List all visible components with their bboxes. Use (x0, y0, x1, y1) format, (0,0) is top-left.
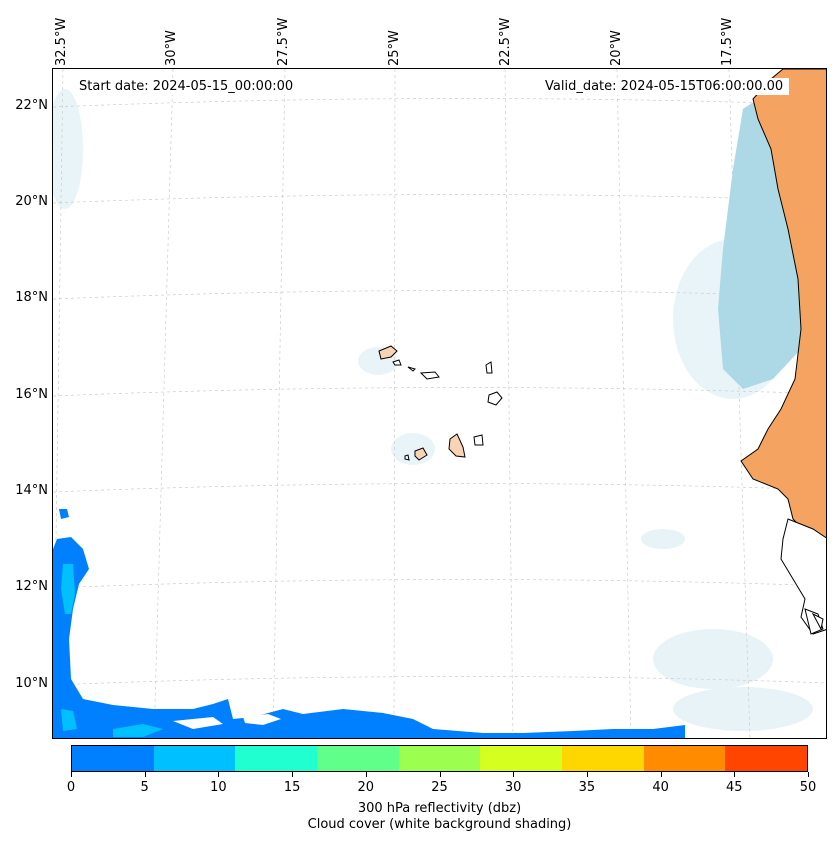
lon-label-32-5w: 32.5°W (54, 17, 69, 66)
lon-label-22-5w: 22.5°W (498, 17, 513, 66)
lat-label-20n: 20°N (15, 194, 48, 209)
lat-label-12n: 12°N (15, 579, 48, 594)
colorbar-tick-label-0: 0 (66, 780, 76, 795)
colorbar-tick-label-4: 20 (357, 780, 375, 795)
bijagos-islands (804, 608, 824, 635)
colorbar-tick-label-5: 25 (431, 780, 448, 795)
africa-coast-white (780, 518, 826, 635)
colorbar-tick-10 (808, 772, 809, 777)
lon-label-17-5w: 17.5°W (720, 17, 735, 66)
colorbar-segment-2 (235, 746, 318, 771)
cloud-cover-shading (53, 89, 813, 731)
map-canvas (53, 69, 826, 738)
lat-label-22n: 22°N (15, 98, 48, 113)
colorbar-tick-label-1: 5 (140, 780, 149, 795)
colorbar-segment-6 (562, 746, 644, 771)
cape-verde-islands (378, 345, 503, 461)
colorbar-segment-5 (480, 746, 563, 771)
lon-label-20w: 20°W (609, 30, 624, 66)
colorbar-label-line1: 300 hPa reflectivity (dbz) (357, 801, 522, 816)
reflectivity-field (53, 509, 685, 738)
colorbar-tick-label-8: 40 (652, 780, 669, 795)
colorbar-label: 300 hPa reflectivity (dbz) Cloud cover (… (71, 801, 808, 833)
colorbar-label-line2: Cloud cover (white background shading) (307, 817, 572, 832)
colorbar-tick-9 (734, 772, 736, 777)
start-date-annotation: Start date: 2024-05-15_00:00:00 (73, 78, 300, 95)
colorbar-tick-label-2: 10 (210, 780, 227, 795)
colorbar-tick-label-10: 50 (799, 780, 817, 795)
lat-label-18n: 18°N (15, 290, 48, 305)
lon-label-27-5w: 27.5°W (276, 17, 291, 66)
colorbar-segment-1 (153, 746, 236, 771)
colorbar-tick-label-6: 30 (504, 780, 522, 795)
colorbar-segment-0 (72, 746, 154, 771)
colorbar-tick-1 (144, 772, 146, 777)
valid-date-annotation: Valid_date: 2024-05-15T06:00:00.00 (539, 78, 790, 95)
colorbar (71, 745, 808, 772)
colorbar-tick-8 (660, 772, 662, 777)
colorbar-tick-0 (71, 772, 72, 777)
lat-label-16n: 16°N (15, 387, 48, 402)
map-panel[interactable]: Start date: 2024-05-15_00:00:00 Valid_da… (52, 68, 827, 739)
colorbar-tick-7 (586, 772, 588, 777)
colorbar-tick-4 (365, 772, 367, 777)
colorbar-tick-label-9: 45 (726, 780, 743, 795)
colorbar-tick-label-3: 15 (283, 780, 301, 795)
colorbar-tick-label-7: 35 (578, 780, 596, 795)
colorbar-tick-2 (218, 772, 220, 777)
lat-label-14n: 14°N (15, 483, 48, 498)
lon-label-30w: 30°W (164, 30, 179, 66)
colorbar-segment-3 (317, 746, 399, 771)
colorbar-tick-3 (292, 772, 294, 777)
lat-label-10n: 10°N (15, 676, 48, 691)
colorbar-tick-5 (439, 772, 441, 777)
colorbar-segment-8 (725, 746, 808, 771)
lon-label-25w: 25°W (387, 30, 402, 66)
colorbar-segment-7 (643, 746, 726, 771)
colorbar-tick-6 (513, 772, 515, 777)
colorbar-segment-4 (398, 746, 481, 771)
